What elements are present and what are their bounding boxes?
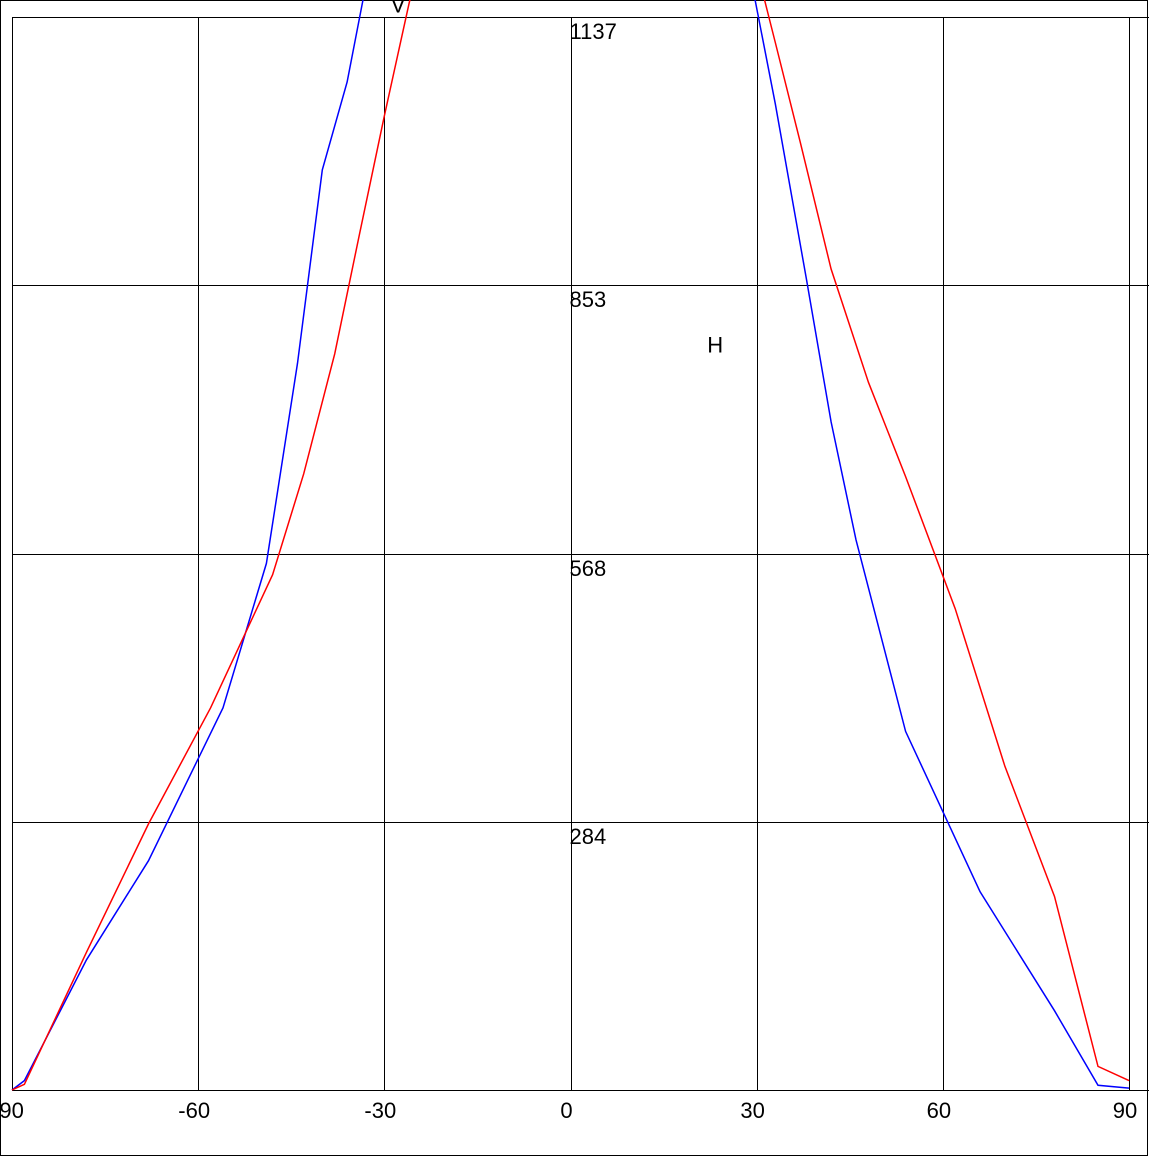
- series-annotation-label: H: [707, 332, 723, 357]
- series-annotation-label: V: [391, 0, 406, 18]
- x-tick-label: 30: [740, 1098, 764, 1123]
- tick-labels: -90 -60 -30 0 30 60 90 284 568 853 1137 V H: [0, 0, 1137, 1123]
- series-line-1: [11, 0, 1130, 1091]
- series-lines: [11, 0, 1130, 1091]
- x-tick-label: -60: [178, 1098, 210, 1123]
- x-tick-label: 0: [560, 1098, 572, 1123]
- x-tick-label: 90: [1113, 1098, 1137, 1123]
- grid-lines: [12, 17, 1149, 1091]
- y-tick-label: 1137: [570, 19, 617, 44]
- y-tick-label: 853: [570, 287, 607, 312]
- y-tick-label: 568: [570, 556, 607, 581]
- x-tick-label: 60: [927, 1098, 951, 1123]
- series-line-0: [11, 0, 1130, 1091]
- x-tick-label: -90: [0, 1098, 24, 1123]
- y-tick-label: 284: [570, 824, 607, 849]
- x-tick-label: -30: [364, 1098, 396, 1123]
